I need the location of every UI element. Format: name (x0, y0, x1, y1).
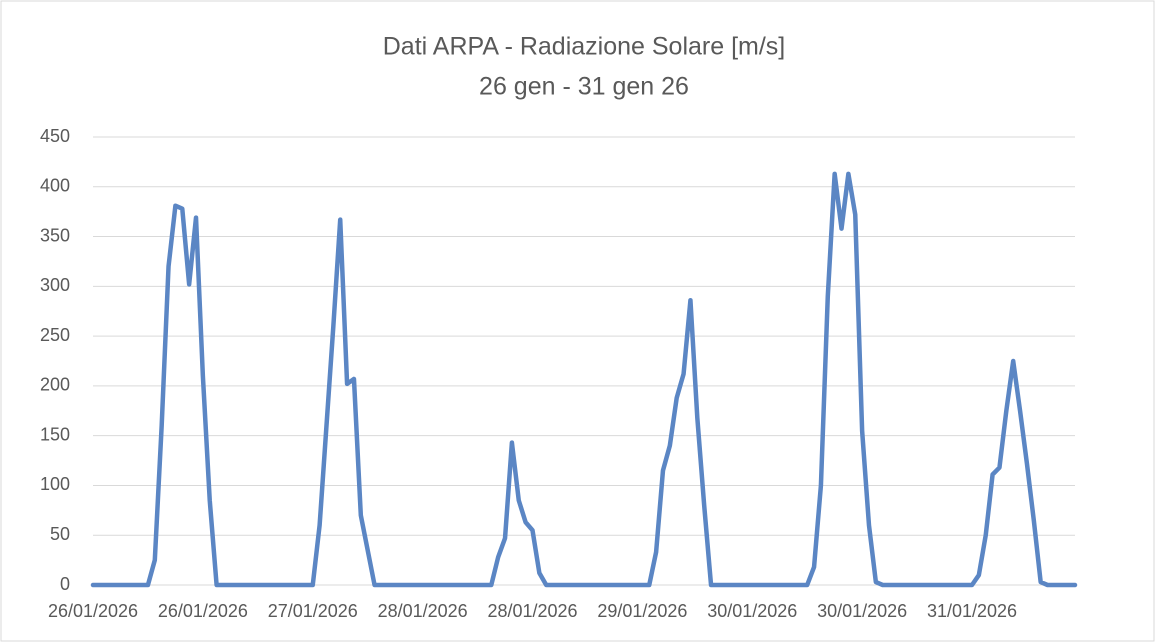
y-tick-label: 400 (40, 176, 70, 196)
x-tick-label: 30/01/2026 (817, 601, 907, 621)
x-tick-label: 28/01/2026 (487, 601, 577, 621)
x-tick-label: 26/01/2026 (48, 601, 138, 621)
data-line (90, 171, 1078, 588)
y-tick-label: 300 (40, 275, 70, 295)
x-tick-label: 29/01/2026 (597, 601, 687, 621)
x-tick-label: 26/01/2026 (158, 601, 248, 621)
x-tick-label: 30/01/2026 (707, 601, 797, 621)
chart-subtitle: 26 gen - 31 gen 26 (479, 73, 689, 101)
y-tick-label: 350 (40, 225, 70, 245)
y-tick-label: 250 (40, 325, 70, 345)
y-tick-label: 200 (40, 375, 70, 395)
x-tick-label: 27/01/2026 (268, 601, 358, 621)
x-tick-label: 31/01/2026 (927, 601, 1017, 621)
y-tick-label: 0 (60, 574, 70, 594)
y-tick-label: 50 (50, 524, 70, 544)
x-tick-label: 28/01/2026 (378, 601, 468, 621)
y-tick-label: 450 (40, 126, 70, 146)
y-tick-label: 100 (40, 474, 70, 494)
y-tick-label: 150 (40, 424, 70, 444)
chart-title: Dati ARPA - Radiazione Solare [m/s] (383, 33, 786, 61)
